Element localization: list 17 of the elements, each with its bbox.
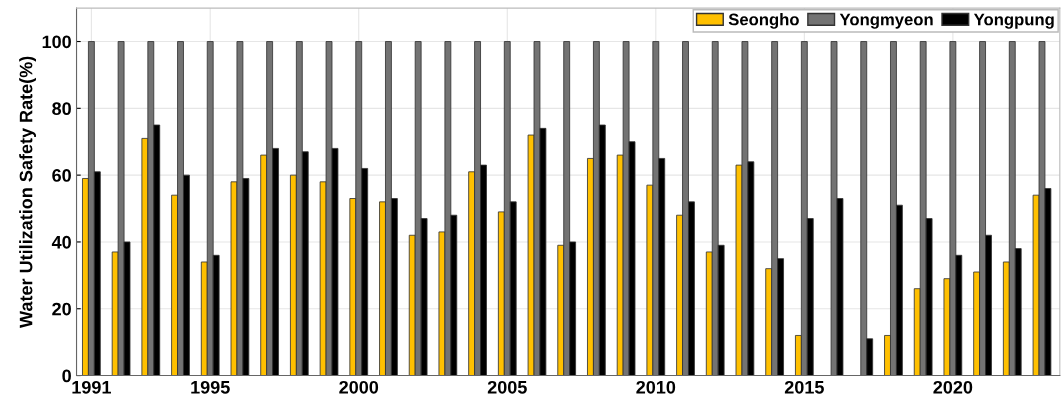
x-tick-label: 2005 xyxy=(487,380,527,394)
y-axis-title: Water Utilization Safety Rate(%) xyxy=(19,56,36,328)
legend-label: Yongpung xyxy=(973,13,1054,29)
y-tick-label: 60 xyxy=(52,169,71,182)
x-tick-label: 2015 xyxy=(784,380,824,394)
x-tick-label: 2020 xyxy=(933,380,973,394)
x-tick-label: 2010 xyxy=(636,380,676,394)
y-tick-label: 0 xyxy=(62,369,71,383)
x-tick-label: 1991 xyxy=(72,380,111,394)
legend-label: Yongmyeon xyxy=(839,13,933,29)
y-tick-label: 80 xyxy=(52,102,71,116)
y-tick-label: 20 xyxy=(52,302,71,316)
x-tick-label: 1995 xyxy=(191,380,230,394)
y-tick-label: 100 xyxy=(42,35,71,49)
legend-label: Seongho xyxy=(728,13,799,29)
y-tick-label: 40 xyxy=(51,235,71,249)
x-tick-label: 2000 xyxy=(339,380,379,394)
